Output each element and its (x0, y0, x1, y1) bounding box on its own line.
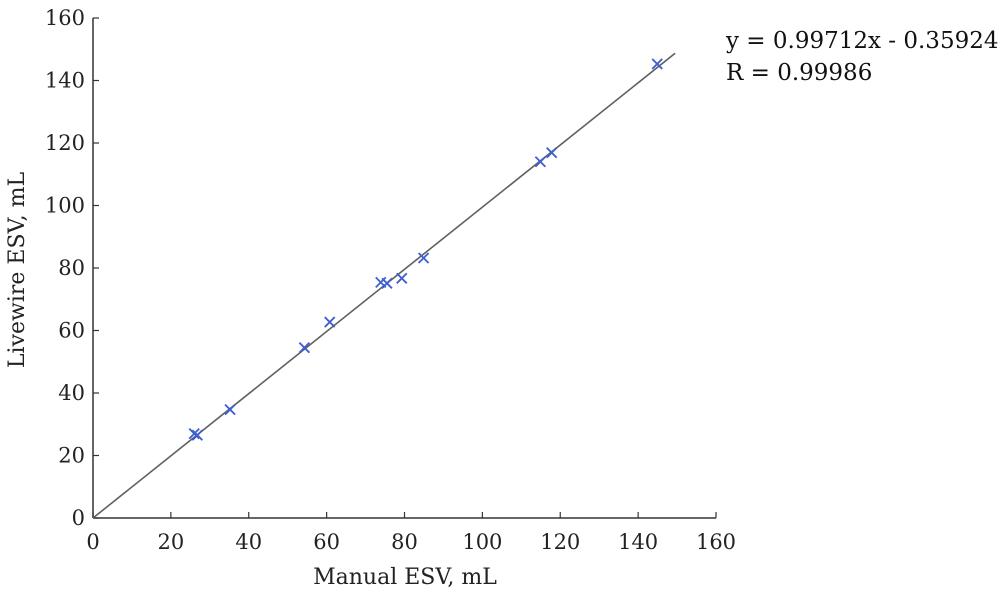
y-tick-label: 160 (45, 6, 85, 30)
fit-equation-annotation: y = 0.99712x - 0.35924 (726, 28, 999, 54)
data-point (324, 316, 336, 328)
y-tick-label: 60 (58, 319, 85, 343)
data-point (188, 427, 200, 440)
data-point-stroke (534, 156, 547, 168)
x-tick-label: 140 (618, 530, 658, 554)
data-point-stroke (396, 272, 408, 284)
data-point-stroke (381, 277, 393, 289)
x-tick-label: 60 (313, 530, 340, 554)
y-tick-label: 20 (58, 444, 85, 468)
data-point-stroke (417, 252, 430, 264)
y-tick-label: 40 (58, 381, 85, 405)
x-tick-label: 20 (158, 530, 185, 554)
data-point-stroke (224, 403, 236, 416)
x-tick-label: 100 (462, 530, 502, 554)
x-axis-title: Manual ESV, mL (313, 565, 497, 590)
x-tick-label: 40 (235, 530, 262, 554)
data-point-stroke (191, 429, 203, 441)
x-tick-label: 80 (391, 530, 418, 554)
y-tick-label: 140 (45, 69, 85, 93)
y-tick-label: 120 (45, 131, 85, 155)
y-tick-label: 0 (72, 506, 85, 530)
x-tick-label: 120 (540, 530, 580, 554)
data-point (546, 147, 558, 159)
y-axis-title: Livewire ESV, mL (5, 172, 30, 369)
data-point-stroke (375, 276, 387, 289)
data-point-stroke (324, 316, 336, 328)
plot-area: 0 20 40 60 80 100 120 140 160 0 20 40 60 80 100 120 140 1… (45, 6, 736, 554)
data-point (417, 252, 430, 264)
data-point-stroke (298, 342, 311, 354)
data-point (381, 277, 393, 289)
data-point-stroke (188, 427, 200, 440)
data-point-stroke (546, 147, 558, 159)
data-point-stroke (651, 58, 663, 70)
data-point (224, 403, 236, 416)
data-point (534, 156, 547, 168)
r-value-annotation: R = 0.99986 (726, 60, 873, 86)
data-point (298, 342, 311, 354)
x-tick-label: 0 (86, 530, 99, 554)
data-point (396, 272, 408, 284)
x-tick-label: 160 (696, 530, 736, 554)
data-point (651, 58, 663, 70)
data-point (191, 429, 203, 441)
y-tick-label: 80 (58, 256, 85, 280)
y-tick-label: 100 (45, 194, 85, 218)
